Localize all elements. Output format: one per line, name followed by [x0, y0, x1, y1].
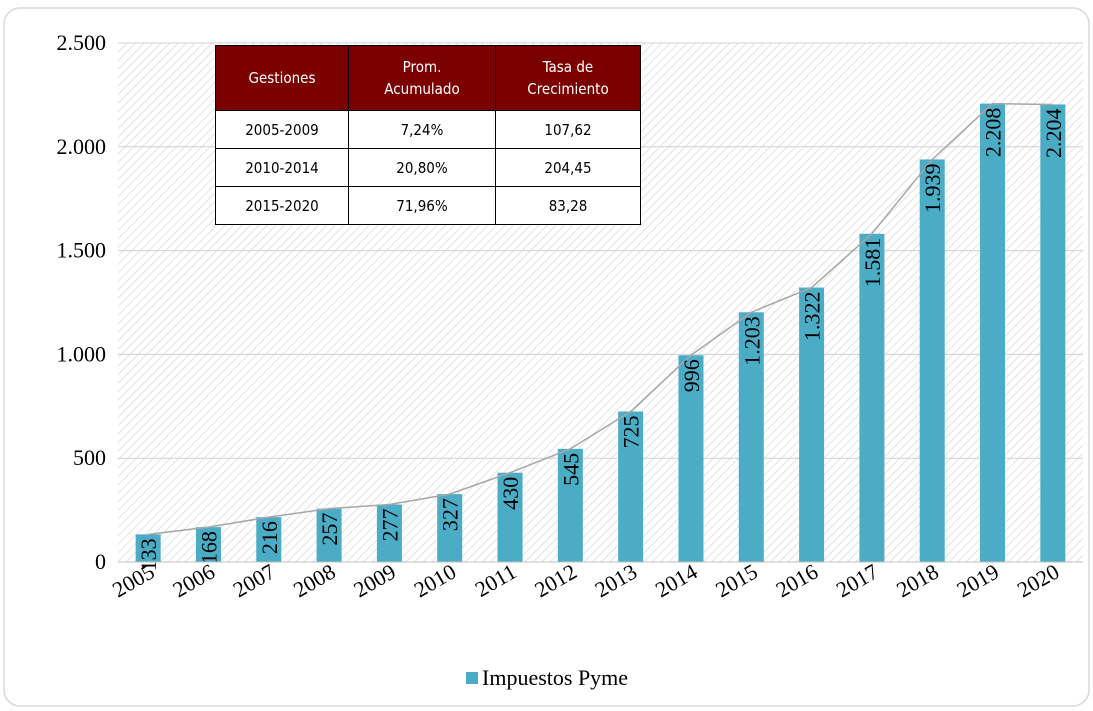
table-cell: 83,28 [495, 186, 641, 225]
value-label: 2.204 [1041, 108, 1066, 158]
table-header-cell: Gestiones [215, 45, 349, 111]
table-cell: 204,45 [495, 148, 641, 187]
value-label: 2.208 [981, 108, 1006, 158]
bar [618, 411, 644, 562]
y-tick-label: 1.000 [57, 341, 107, 366]
table-row: 2005-2009 7,24% 107,62 [215, 110, 641, 149]
table-row: 2015-2020 71,96% 83,28 [215, 186, 641, 225]
value-label: 725 [619, 415, 644, 448]
bar [859, 233, 885, 562]
table-cell: 2005-2009 [215, 110, 349, 149]
y-tick-label: 2.500 [57, 30, 107, 55]
y-tick-label: 1.500 [57, 238, 107, 263]
value-label: 1.203 [739, 316, 764, 366]
table-cell: 7,24% [348, 110, 496, 149]
bar [195, 527, 221, 562]
bar [799, 287, 825, 562]
table-header-row: Gestiones Prom. Acumulado Tasa de Crecimie… [215, 45, 641, 111]
table-cell: 107,62 [495, 110, 641, 149]
legend-label: Impuestos Pyme [482, 665, 628, 690]
bar [256, 517, 282, 562]
bar [980, 103, 1006, 562]
table-cell: 20,80% [348, 148, 496, 187]
bar [678, 355, 704, 562]
table-cell: 71,96% [348, 186, 496, 225]
legend-swatch [466, 672, 478, 684]
bar [497, 472, 523, 562]
header-text: Gestiones [248, 69, 316, 87]
header-text: Tasa de Crecimiento [527, 58, 609, 98]
bar [557, 448, 583, 562]
value-label: 168 [196, 531, 221, 564]
header-text: Prom. Acumulado [384, 58, 460, 98]
value-label: 1.322 [800, 292, 825, 342]
table-header-cell: Prom. Acumulado [348, 45, 496, 111]
bar [135, 534, 161, 562]
summary-table: Gestiones Prom. Acumulado Tasa de Crecimie… [215, 45, 641, 225]
value-label: 545 [558, 453, 583, 486]
connector-line [148, 102, 1053, 536]
value-label: 1.581 [860, 238, 885, 288]
bar [919, 159, 945, 562]
value-label: 277 [377, 508, 402, 541]
bar [316, 508, 342, 562]
bar [437, 494, 463, 562]
value-label: 327 [438, 498, 463, 531]
bar [738, 312, 764, 562]
value-label: 133 [136, 538, 161, 571]
bar [376, 504, 402, 562]
table-cell: 2015-2020 [215, 186, 349, 225]
y-tick-label: 500 [73, 445, 106, 470]
y-tick-label: 2.000 [57, 134, 107, 159]
table-cell: 2010-2014 [215, 148, 349, 187]
value-label: 996 [679, 359, 704, 392]
bar [1040, 104, 1066, 563]
table-row: 2010-2014 20,80% 204,45 [215, 148, 641, 187]
value-label: 216 [257, 521, 282, 554]
y-tick-label: 0 [95, 549, 106, 574]
value-label: 257 [317, 513, 342, 546]
value-label: 1.939 [920, 163, 945, 213]
table-header-cell: Tasa de Crecimiento [495, 45, 641, 111]
value-label: 430 [498, 477, 523, 510]
